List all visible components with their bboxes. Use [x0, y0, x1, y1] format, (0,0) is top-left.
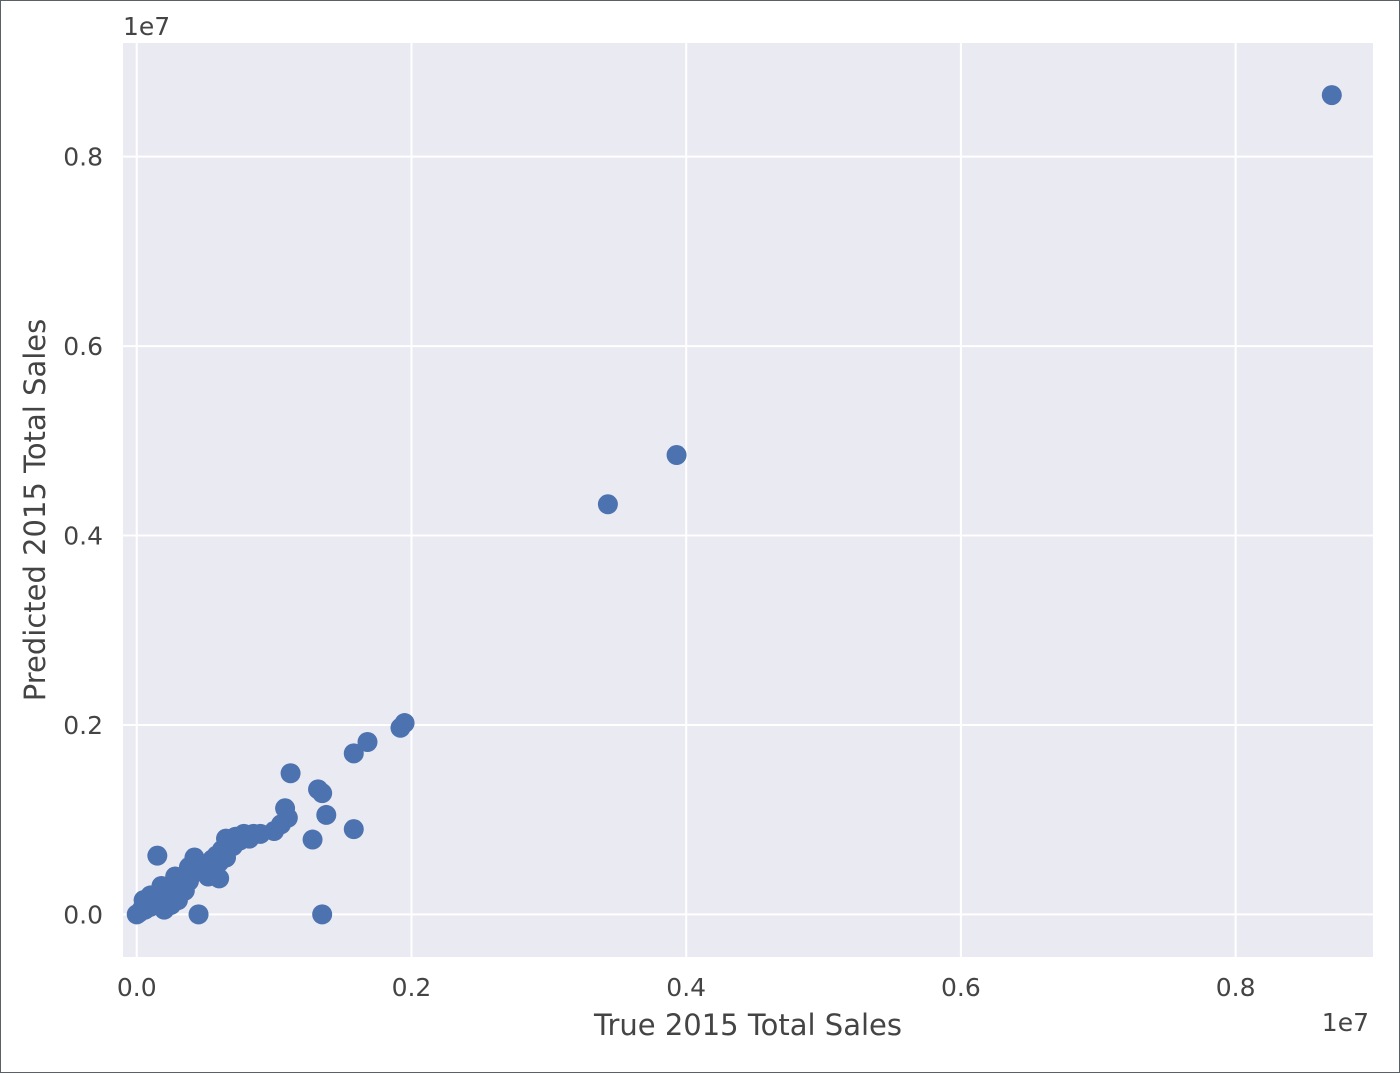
scatter-point: [597, 494, 618, 515]
x-axis-label: True 2015 Total Sales: [593, 1008, 902, 1042]
y-axis-offset-label: 1e7: [123, 12, 170, 41]
scatter-point: [280, 763, 301, 784]
scatter-point: [174, 880, 195, 901]
scatter-point: [198, 866, 219, 887]
x-tick-label: 0.0: [117, 973, 157, 1002]
y-tick-label: 0.0: [63, 900, 103, 929]
scatter-point: [357, 731, 378, 752]
scatter-point: [312, 904, 333, 925]
y-tick-label: 0.8: [63, 143, 103, 172]
scatter-point: [250, 823, 271, 844]
y-tick-label: 0.2: [63, 711, 103, 740]
scatter-point: [151, 875, 172, 896]
x-axis-offset-label: 1e7: [1322, 1008, 1369, 1037]
scatter-point: [216, 847, 237, 868]
plot-area: [123, 43, 1373, 957]
x-tick-label: 0.4: [666, 973, 706, 1002]
y-axis-label: Predicted 2015 Total Sales: [18, 319, 52, 702]
scatter-points: [126, 85, 1342, 925]
scatter-point: [147, 845, 168, 866]
scatter-point: [302, 829, 323, 850]
y-tick-label: 0.4: [63, 522, 103, 551]
scatter-point: [316, 804, 337, 825]
x-tick-label: 0.2: [392, 973, 432, 1002]
scatter-point: [343, 819, 364, 840]
scatter-point: [390, 717, 411, 738]
scatter-point: [312, 783, 333, 804]
x-tick-label: 0.6: [941, 973, 981, 1002]
y-tick-label: 0.6: [63, 332, 103, 361]
scatter-point: [188, 904, 209, 925]
y-tick-labels: 0.0 0.2 0.4 0.6 0.8: [63, 143, 103, 930]
scatter-point: [1321, 85, 1342, 106]
x-tick-label: 0.8: [1216, 973, 1256, 1002]
x-gridlines: [135, 43, 1237, 957]
x-tick-labels: 0.0 0.2 0.4 0.6 0.8: [117, 973, 1256, 1002]
scatter-point: [343, 743, 364, 764]
scatter-point: [666, 445, 687, 466]
